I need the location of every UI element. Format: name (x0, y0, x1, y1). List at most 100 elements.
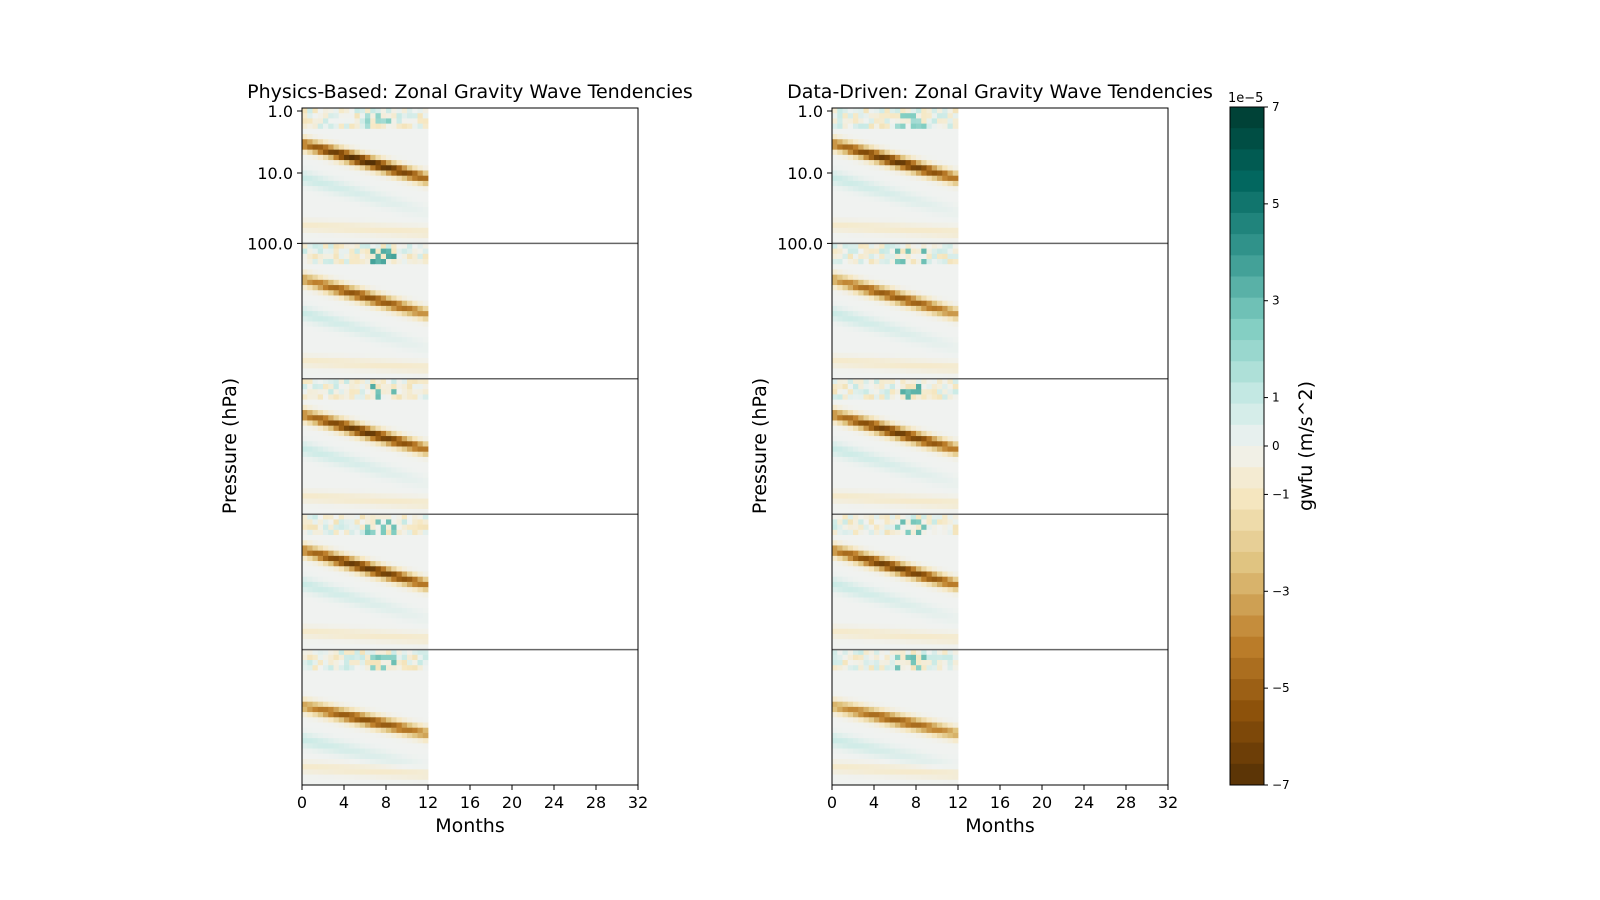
heatmap-cell (837, 160, 843, 166)
heatmap-cell (391, 555, 397, 562)
heatmap-cell (396, 649, 403, 656)
heatmap-cell (344, 248, 350, 255)
heatmap-cell (391, 113, 397, 119)
heatmap-cell (317, 628, 324, 635)
heatmap-cell (391, 311, 397, 317)
heatmap-cell (868, 253, 875, 260)
heatmap-cell (312, 456, 319, 463)
heatmap-cell (905, 331, 912, 338)
heatmap-cell (302, 108, 308, 114)
heatmap-cell (396, 680, 403, 687)
heatmap-cell (354, 488, 361, 494)
heatmap-cell (942, 170, 948, 177)
heatmap-cell (858, 347, 864, 354)
heatmap-cell (879, 430, 885, 437)
heatmap-cell (412, 180, 418, 187)
heatmap-cell (422, 675, 429, 682)
heatmap-cell (863, 503, 870, 510)
heatmap-cell (391, 384, 397, 390)
heatmap-cell (863, 342, 870, 348)
heatmap-cell (926, 154, 933, 161)
heatmap-cell (344, 201, 350, 208)
heatmap-cell (422, 618, 429, 624)
heatmap-cell (375, 779, 382, 786)
heatmap-cell (354, 248, 361, 255)
heatmap-cell (359, 686, 366, 692)
heatmap-cell (333, 451, 340, 458)
heatmap-cell (937, 352, 943, 359)
heatmap-cell (842, 467, 849, 473)
heatmap-cell (952, 165, 959, 171)
heatmap-cell (889, 363, 896, 369)
heatmap-cell (926, 180, 933, 187)
heatmap-cell (317, 154, 324, 161)
heatmap-cell (359, 540, 366, 546)
heatmap-cell (302, 654, 308, 661)
heatmap-cell (365, 649, 371, 656)
heatmap-cell (386, 524, 392, 531)
heatmap-cell (895, 123, 901, 130)
heatmap-cell (921, 259, 927, 265)
heatmap-cell (847, 180, 854, 187)
heatmap-cell (396, 347, 403, 354)
heatmap-cell (858, 118, 864, 125)
heatmap-cell (365, 108, 371, 114)
heatmap-cell (937, 279, 943, 286)
heatmap-cell (401, 160, 408, 166)
heatmap-cell (847, 290, 854, 296)
heatmap-cell (391, 118, 397, 125)
heatmap-cell (926, 227, 933, 234)
heatmap-cell (386, 259, 392, 265)
heatmap-cell (323, 186, 329, 192)
heatmap-cell (900, 118, 906, 125)
heatmap-cell (942, 212, 948, 218)
heatmap-cell (302, 503, 308, 510)
heatmap-cell (832, 118, 838, 125)
heatmap-cell (874, 217, 880, 223)
x-tick-label: 24 (544, 793, 564, 812)
heatmap-cell (412, 253, 418, 260)
heatmap-cell (386, 352, 392, 359)
heatmap-cell (889, 217, 896, 223)
heatmap-cell (312, 503, 319, 510)
heatmap-cell (407, 467, 413, 473)
heatmap-cell (837, 404, 843, 411)
heatmap-cell (832, 212, 838, 218)
heatmap-cell (333, 295, 340, 302)
heatmap-cell (853, 321, 859, 328)
heatmap-cell (323, 597, 329, 604)
heatmap-cell (386, 451, 392, 458)
heatmap-cell (947, 420, 954, 427)
heatmap-cell (853, 269, 859, 276)
heatmap-cell (407, 430, 413, 437)
heatmap-cell (328, 139, 334, 145)
heatmap-cell (926, 493, 933, 499)
heatmap-cell (323, 118, 329, 125)
heatmap-cell (354, 722, 361, 729)
heatmap-cell (365, 555, 371, 562)
heatmap-cell (879, 227, 885, 234)
heatmap-cell (407, 212, 413, 218)
heatmap-cell (386, 290, 392, 296)
heatmap-cell (417, 764, 424, 770)
heatmap-cell (349, 368, 355, 374)
heatmap-cell (344, 488, 350, 494)
heatmap-cell (344, 149, 350, 156)
heatmap-cell (365, 529, 371, 536)
heatmap-cell (853, 326, 859, 333)
heatmap-cell (863, 144, 870, 151)
heatmap-cell (312, 732, 319, 739)
heatmap-cell (359, 290, 366, 296)
heatmap-cell (354, 779, 361, 786)
heatmap-cell (884, 253, 891, 260)
heatmap-cell (889, 342, 896, 348)
heatmap-cell (359, 420, 366, 427)
heatmap-cell (396, 357, 403, 364)
heatmap-cell (354, 477, 361, 484)
heatmap-cell (942, 316, 948, 322)
heatmap-cell (365, 425, 371, 432)
heatmap-cell (921, 232, 927, 239)
heatmap-cell (947, 128, 954, 135)
heatmap-cell (910, 264, 917, 270)
